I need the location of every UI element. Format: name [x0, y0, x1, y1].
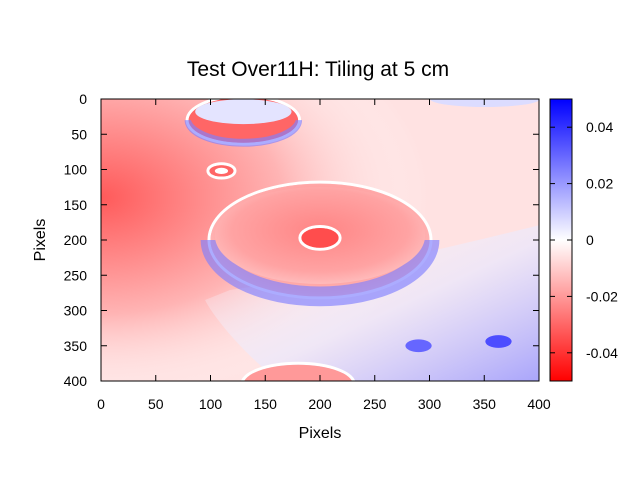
colorbar-tick-label: 0.02	[586, 176, 613, 192]
x-tick-label: 350	[473, 396, 497, 412]
y-tick-label: 150	[64, 197, 88, 213]
colorbar-ticks: 0.04 0.02 0 -0.02 -0.04	[550, 119, 618, 361]
x-tick-label: 400	[527, 396, 551, 412]
x-tick-label: 0	[97, 396, 105, 412]
y-tick-label: 250	[64, 267, 88, 283]
x-tick-label: 250	[363, 396, 387, 412]
heatmap-feature-2	[298, 225, 342, 251]
feature-rim	[241, 361, 356, 381]
y-tick-label: 200	[64, 232, 88, 248]
feature-underside	[200, 239, 440, 307]
y-tick-label: 50	[71, 126, 87, 142]
colorbar-tick-label: -0.04	[586, 345, 618, 361]
y-axis: 0 50 100 150 200 250 300 350 400	[64, 91, 539, 389]
chart-title: Test Over11H: Tiling at 5 cm	[187, 58, 449, 81]
heatmap-feature-5	[485, 335, 512, 348]
x-tick-label: 100	[199, 396, 223, 412]
heatmap-lower-right-blue-region	[205, 225, 539, 381]
y-tick-label: 300	[64, 303, 88, 319]
feature-rim	[298, 225, 342, 251]
feature-underside	[184, 119, 303, 147]
y-tick-label: 0	[79, 91, 87, 107]
x-axis: 0 50 100 150 200 250 300 350 400	[97, 99, 551, 412]
y-tick-label: 350	[64, 338, 88, 354]
y-axis-label: Pixels	[32, 219, 49, 262]
feature-core	[245, 365, 351, 381]
colorbar-tick-label: -0.02	[586, 288, 618, 304]
colorbar-tick-label: 0.04	[586, 119, 613, 135]
heatmap-feature-6	[241, 361, 356, 381]
x-tick-label: 150	[254, 396, 278, 412]
heatmap-feature-4	[405, 339, 432, 353]
x-tick-label: 200	[308, 396, 332, 412]
x-axis-label: Pixels	[299, 425, 342, 442]
small-spot-center	[214, 167, 229, 175]
feature-body	[301, 228, 339, 248]
y-tick-label: 400	[64, 373, 88, 389]
feature-body	[405, 339, 432, 353]
x-tick-label: 300	[418, 396, 442, 412]
colorbar-tick-label: 0	[586, 232, 594, 248]
x-tick-label: 50	[148, 396, 164, 412]
y-tick-label: 100	[64, 162, 88, 178]
feature-body	[485, 335, 512, 348]
plot-area	[101, 99, 539, 381]
top-tile-inner	[195, 99, 292, 125]
feature-rim	[206, 162, 237, 180]
